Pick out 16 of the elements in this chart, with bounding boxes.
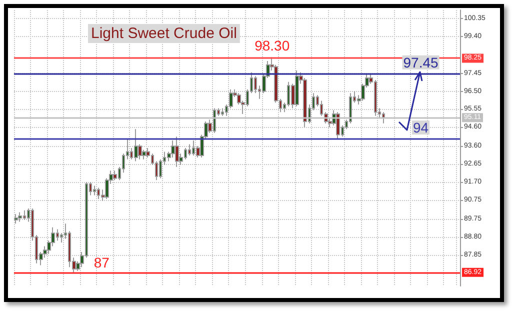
candlestick bbox=[382, 112, 385, 124]
annotation: 87 bbox=[94, 254, 110, 270]
candlestick bbox=[18, 212, 22, 222]
candlestick bbox=[134, 128, 138, 162]
candlestick bbox=[221, 108, 224, 116]
annotation: 98.30 bbox=[254, 37, 290, 54]
candlestick bbox=[113, 170, 117, 181]
candlestick bbox=[14, 214, 18, 224]
candlestick bbox=[93, 185, 96, 196]
annotation: 97.45 bbox=[403, 54, 438, 70]
candlestick bbox=[175, 136, 179, 168]
candlestick bbox=[336, 112, 340, 140]
candlestick bbox=[295, 70, 299, 107]
text: Light Sweet Crude Oil bbox=[91, 25, 237, 42]
candlestick bbox=[188, 144, 191, 156]
annotation: 94 bbox=[412, 120, 429, 136]
